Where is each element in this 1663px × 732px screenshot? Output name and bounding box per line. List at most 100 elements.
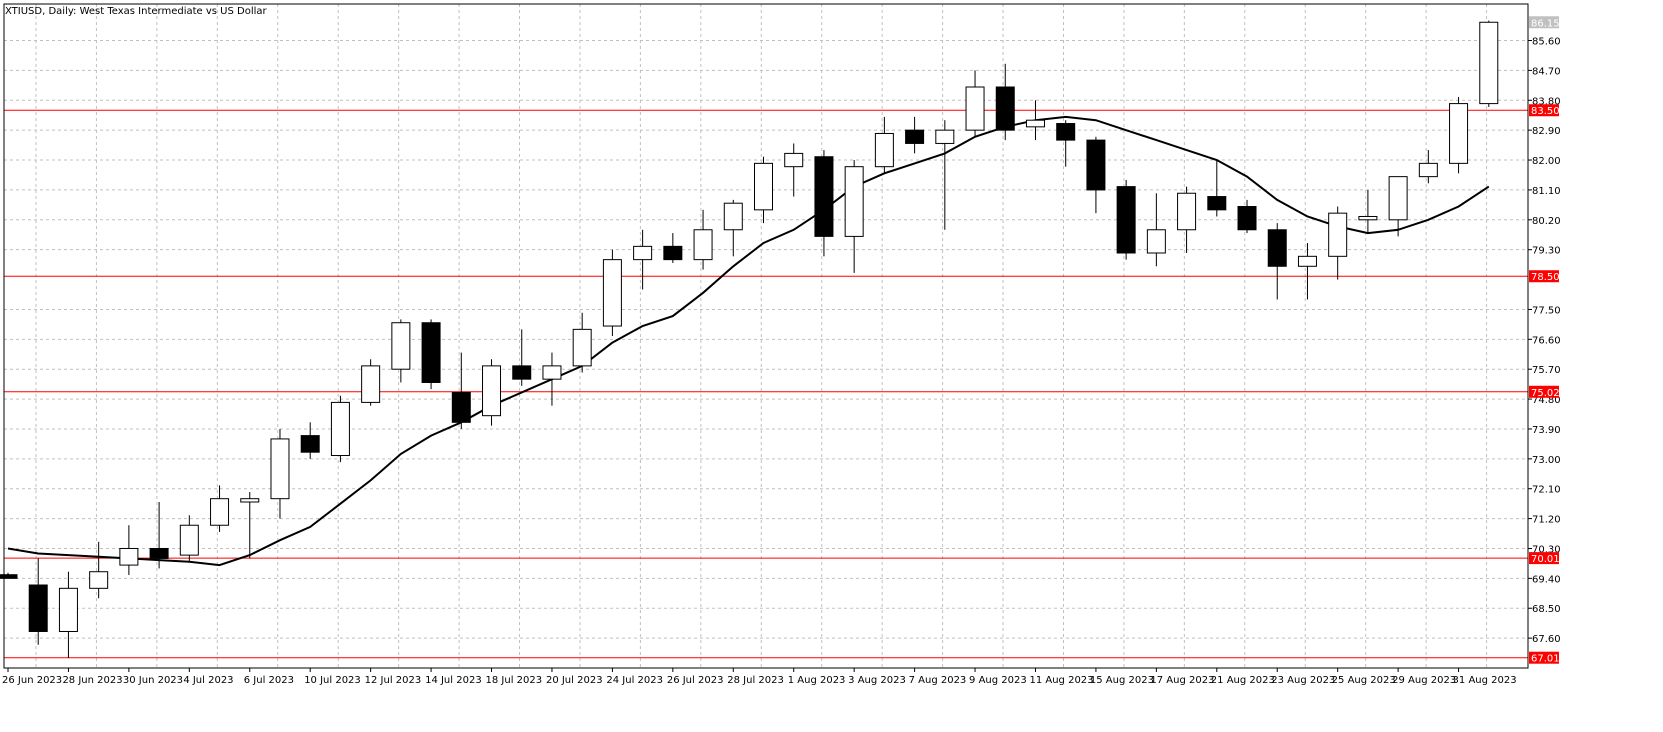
candle-body [482, 365, 502, 417]
price-tick-label: 68.50 [1532, 604, 1561, 615]
candle-body [421, 322, 441, 383]
price-tick-label: 74.80 [1532, 395, 1561, 406]
candle [1479, 20, 1499, 107]
level-price-label-bg [1529, 651, 1559, 664]
time-tick-label: 20 Jul 2023 [546, 675, 603, 686]
candle-body [1177, 192, 1197, 231]
candle [119, 525, 139, 576]
price-tick-label: 82.00 [1532, 156, 1561, 167]
time-tick-label: 30 Jun 2023 [123, 675, 183, 686]
candle [421, 319, 441, 390]
candle-body [1025, 119, 1045, 128]
candle-body [723, 202, 743, 231]
candlesticks [0, 20, 1499, 659]
candle [995, 63, 1015, 141]
price-tick-label: 85.60 [1532, 37, 1561, 48]
price-tick-label: 69.40 [1532, 574, 1561, 585]
candle [1418, 150, 1438, 184]
candle-body [1449, 103, 1469, 164]
candle-body [754, 162, 773, 211]
candle-body [1086, 139, 1106, 191]
candle-body [784, 152, 804, 168]
candle-body [1328, 212, 1348, 257]
level-labels: 83.50 78.50 75.02 70.01 67.01 86.15 [1529, 16, 1560, 665]
time-tick-label: 12 Jul 2023 [365, 675, 422, 686]
candle-body [633, 245, 653, 261]
candle-body [844, 166, 864, 237]
level-price-label-bg [1529, 270, 1559, 283]
level-price-label: 67.01 [1531, 654, 1560, 665]
candle-body [1056, 123, 1076, 141]
price-tick-label: 81.10 [1532, 186, 1561, 197]
candle-body [1207, 196, 1227, 211]
candle [1388, 176, 1408, 237]
candle-body [300, 435, 320, 453]
candle [663, 233, 683, 263]
candle [0, 572, 18, 579]
time-tick-label: 4 Jul 2023 [183, 675, 233, 686]
candle [270, 428, 290, 519]
level-price-label-bg [1529, 104, 1559, 117]
candle [754, 156, 773, 224]
current-price-label: 86.15 [1531, 18, 1560, 29]
candle-body [361, 365, 381, 403]
candle [179, 515, 199, 562]
time-tick-label: 25 Aug 2023 [1332, 675, 1396, 686]
price-tick-label: 73.00 [1532, 455, 1561, 466]
time-tick-label: 14 Jul 2023 [425, 675, 482, 686]
candle-body [1237, 206, 1257, 231]
current-price-label-bg [1529, 16, 1559, 29]
candle [965, 70, 985, 137]
candle [28, 558, 48, 645]
candle-body [905, 129, 925, 144]
price-tick-label: 82.90 [1532, 126, 1561, 137]
level-price-label: 75.02 [1531, 388, 1560, 399]
candle [58, 571, 78, 659]
price-tick-label: 77.50 [1532, 305, 1561, 316]
candle [89, 541, 109, 599]
candle-body [28, 584, 48, 632]
candle-body [1479, 21, 1499, 105]
candle [1086, 136, 1106, 214]
candle-body [391, 322, 411, 370]
price-tick-label: 75.70 [1532, 365, 1561, 376]
price-tick-label: 67.60 [1532, 634, 1561, 645]
candle-body [965, 86, 985, 131]
candle [1297, 243, 1317, 300]
candle [693, 209, 713, 270]
candle-body [240, 498, 260, 503]
candle-body [1388, 176, 1408, 221]
candle-body [210, 498, 230, 526]
candle-body [1267, 229, 1287, 267]
candle [1056, 120, 1076, 167]
candle-body [512, 365, 532, 380]
candle [1146, 193, 1166, 267]
candle-body [0, 574, 18, 579]
price-tick-label: 84.70 [1532, 66, 1561, 77]
price-tick-label: 79.30 [1532, 246, 1561, 257]
candle-body [330, 401, 350, 457]
horizontal-levels [4, 109, 1528, 659]
level-price-label: 83.50 [1531, 106, 1560, 117]
moving-average-line [7, 115, 1490, 567]
candle [1449, 96, 1469, 174]
level-price-label: 78.50 [1531, 272, 1560, 283]
candle-body [179, 524, 199, 556]
candle [572, 312, 592, 373]
candle [935, 120, 955, 230]
candle [512, 329, 532, 386]
candle-body [995, 86, 1015, 131]
candle [1025, 100, 1045, 141]
price-tick-label: 76.60 [1532, 335, 1561, 346]
candle-body [89, 571, 109, 589]
candle [633, 229, 653, 290]
candle [1177, 186, 1197, 253]
candle-body [270, 438, 290, 500]
candle-body [119, 547, 139, 566]
candle-body [874, 132, 894, 168]
chart-title: XTIUSD, Daily: West Texas Intermediate v… [5, 6, 268, 17]
candle-body [935, 129, 955, 144]
price-axis: 67.60 68.50 69.40 70.30 71.20 72.10 73.00 73.90… [1527, 4, 1561, 668]
time-tick-label: 29 Aug 2023 [1392, 675, 1456, 686]
